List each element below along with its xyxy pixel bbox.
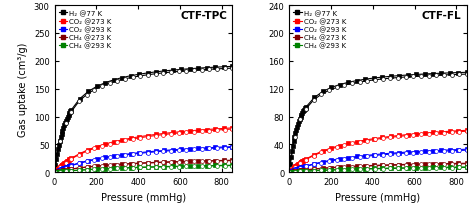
Text: CTF-TPC: CTF-TPC	[180, 11, 227, 21]
Y-axis label: Gas uptake (cm³/g): Gas uptake (cm³/g)	[18, 42, 28, 136]
X-axis label: Pressure (mmHg): Pressure (mmHg)	[101, 192, 186, 202]
Text: CTF-FL: CTF-FL	[422, 11, 462, 21]
Legend: H₂ @77 K, CO₂ @273 K, CO₂ @293 K, CH₄ @273 K, CH₄ @293 K: H₂ @77 K, CO₂ @273 K, CO₂ @293 K, CH₄ @2…	[57, 9, 113, 51]
X-axis label: Pressure (mmHg): Pressure (mmHg)	[336, 192, 420, 202]
Legend: H₂ @77 K, CO₂ @273 K, CO₂ @293 K, CH₄ @273 K, CH₄ @293 K: H₂ @77 K, CO₂ @273 K, CO₂ @293 K, CH₄ @2…	[292, 9, 347, 51]
